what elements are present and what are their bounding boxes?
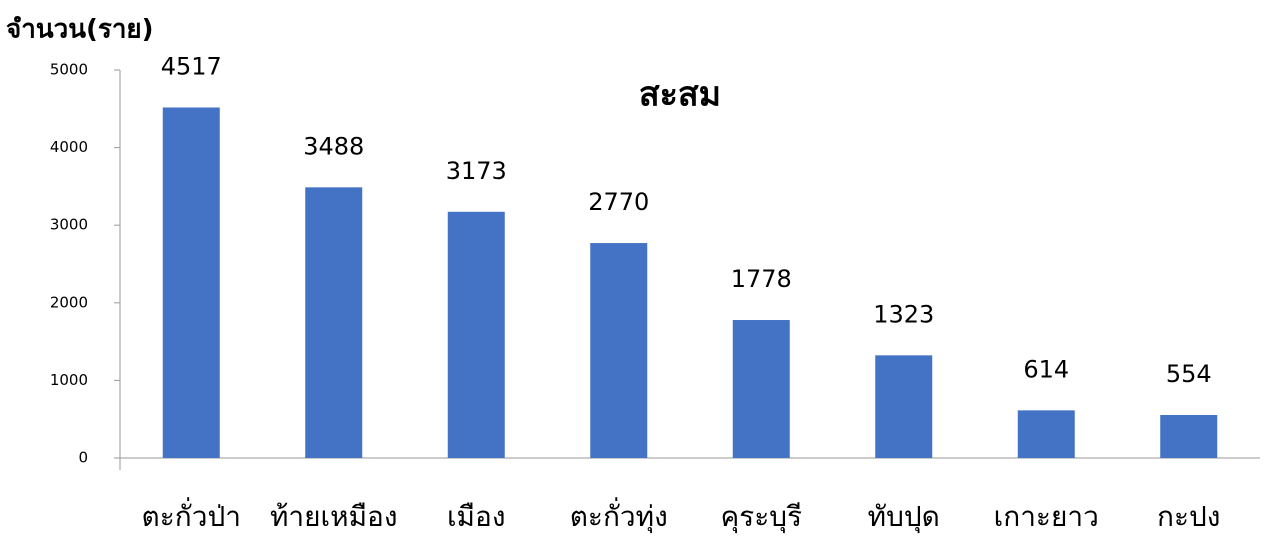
x-tick-label: ท้ายเหมือง	[270, 500, 398, 533]
y-tick-label: 5000	[50, 61, 88, 79]
y-tick-label: 1000	[50, 371, 88, 389]
y-tick-label: 0	[78, 449, 88, 467]
x-tick-label: คุระบุรี	[720, 500, 802, 534]
bar	[162, 107, 220, 458]
bar	[875, 355, 933, 458]
y-axis-label: จำนวน(ราย)	[6, 15, 154, 45]
y-tick-label: 3000	[50, 216, 88, 234]
value-label: 3173	[446, 157, 507, 185]
x-tick-label: กะปง	[1157, 500, 1220, 533]
value-label: 2770	[588, 188, 649, 216]
chart-title: สะสม	[639, 75, 721, 115]
bar	[1160, 415, 1218, 458]
value-label: 3488	[303, 132, 364, 160]
value-label: 1323	[873, 300, 934, 328]
bar	[305, 187, 363, 458]
y-tick-label: 4000	[50, 138, 88, 156]
x-tick-label: เมือง	[447, 500, 506, 533]
bar	[447, 211, 505, 458]
x-tick-label: ทับปุด	[868, 500, 940, 534]
value-label: 614	[1023, 355, 1069, 383]
x-tick-label: ตะกั่วป่า	[142, 497, 241, 533]
x-tick-label: ตะกั่วทุ่ง	[570, 497, 668, 534]
value-label: 554	[1166, 360, 1212, 388]
value-label: 4517	[161, 52, 222, 80]
bar	[590, 243, 648, 458]
value-label: 1778	[731, 265, 792, 293]
bar	[1017, 410, 1075, 458]
x-tick-label: เกาะยาว	[994, 500, 1099, 533]
y-tick-label: 2000	[50, 293, 88, 311]
bar	[732, 320, 790, 458]
